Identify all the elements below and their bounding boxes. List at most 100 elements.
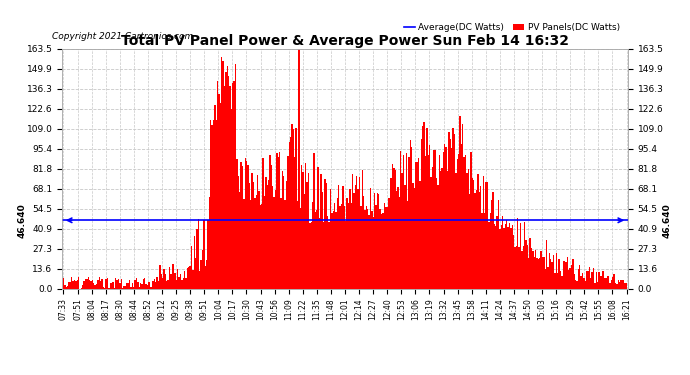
Bar [67, 286, 68, 289]
Bar [86, 279, 88, 289]
Bar [112, 282, 114, 289]
Bar [213, 120, 214, 289]
Bar [364, 210, 366, 289]
Bar [554, 273, 555, 289]
Bar [608, 276, 609, 289]
Bar [514, 247, 515, 289]
Bar [309, 223, 310, 289]
Bar [442, 168, 443, 289]
Bar [488, 222, 489, 289]
Bar [157, 278, 158, 289]
Bar [382, 213, 384, 289]
Bar [602, 271, 604, 289]
Bar [78, 278, 79, 289]
Bar [400, 152, 402, 289]
Bar [407, 201, 408, 289]
Bar [229, 86, 230, 289]
Bar [607, 276, 608, 289]
Bar [214, 105, 215, 289]
Bar [150, 286, 151, 289]
Bar [542, 257, 543, 289]
Bar [544, 269, 546, 289]
Bar [432, 167, 433, 289]
Bar [465, 155, 466, 289]
Bar [326, 183, 327, 289]
Bar [313, 153, 315, 289]
Bar [584, 281, 586, 289]
Bar [388, 198, 389, 289]
Bar [543, 256, 544, 289]
Bar [578, 269, 579, 289]
Bar [583, 278, 584, 289]
Bar [486, 182, 488, 289]
Bar [92, 280, 93, 289]
Bar [262, 158, 264, 289]
Bar [155, 282, 157, 289]
Bar [239, 192, 240, 289]
Bar [532, 251, 533, 289]
Bar [517, 218, 518, 289]
Bar [437, 185, 439, 289]
Bar [513, 236, 514, 289]
Bar [594, 282, 595, 289]
Bar [587, 271, 589, 289]
Bar [261, 204, 262, 289]
Bar [344, 206, 345, 289]
Bar [392, 164, 393, 289]
Bar [476, 190, 477, 289]
Bar [159, 265, 161, 289]
Bar [77, 280, 78, 289]
Bar [439, 155, 440, 289]
Bar [240, 162, 241, 289]
Bar [193, 270, 194, 289]
Bar [571, 265, 572, 289]
Bar [415, 162, 417, 289]
Bar [395, 170, 396, 289]
Bar [417, 162, 418, 289]
Bar [211, 124, 213, 289]
Bar [377, 193, 378, 289]
Bar [503, 228, 504, 289]
Bar [137, 282, 139, 289]
Bar [132, 282, 133, 289]
Bar [404, 185, 406, 289]
Bar [299, 208, 301, 289]
Bar [566, 257, 568, 289]
Bar [194, 236, 195, 289]
Bar [237, 176, 239, 289]
Bar [504, 224, 506, 289]
Bar [331, 213, 333, 289]
Bar [422, 126, 424, 289]
Bar [140, 283, 141, 289]
Bar [397, 188, 399, 289]
Bar [75, 281, 77, 289]
Bar [557, 273, 558, 289]
Bar [254, 198, 255, 289]
Bar [338, 185, 339, 289]
Bar [402, 173, 403, 289]
Bar [572, 259, 573, 289]
Bar [244, 158, 246, 289]
Bar [524, 222, 525, 289]
Title: Total PV Panel Power & Average Power Sun Feb 14 16:32: Total PV Panel Power & Average Power Sun… [121, 34, 569, 48]
Bar [433, 150, 435, 289]
Bar [293, 129, 294, 289]
Bar [183, 278, 184, 289]
Bar [266, 185, 268, 289]
Bar [531, 248, 532, 289]
Bar [440, 171, 442, 289]
Bar [176, 280, 177, 289]
Bar [547, 267, 549, 289]
Bar [103, 287, 104, 289]
Bar [93, 283, 95, 289]
Bar [475, 194, 476, 289]
Bar [82, 285, 83, 289]
Bar [349, 189, 351, 289]
Bar [295, 128, 297, 289]
Bar [453, 128, 454, 289]
Bar [522, 246, 524, 289]
Bar [447, 171, 448, 289]
Bar [497, 200, 499, 289]
Bar [564, 261, 565, 289]
Bar [272, 186, 273, 289]
